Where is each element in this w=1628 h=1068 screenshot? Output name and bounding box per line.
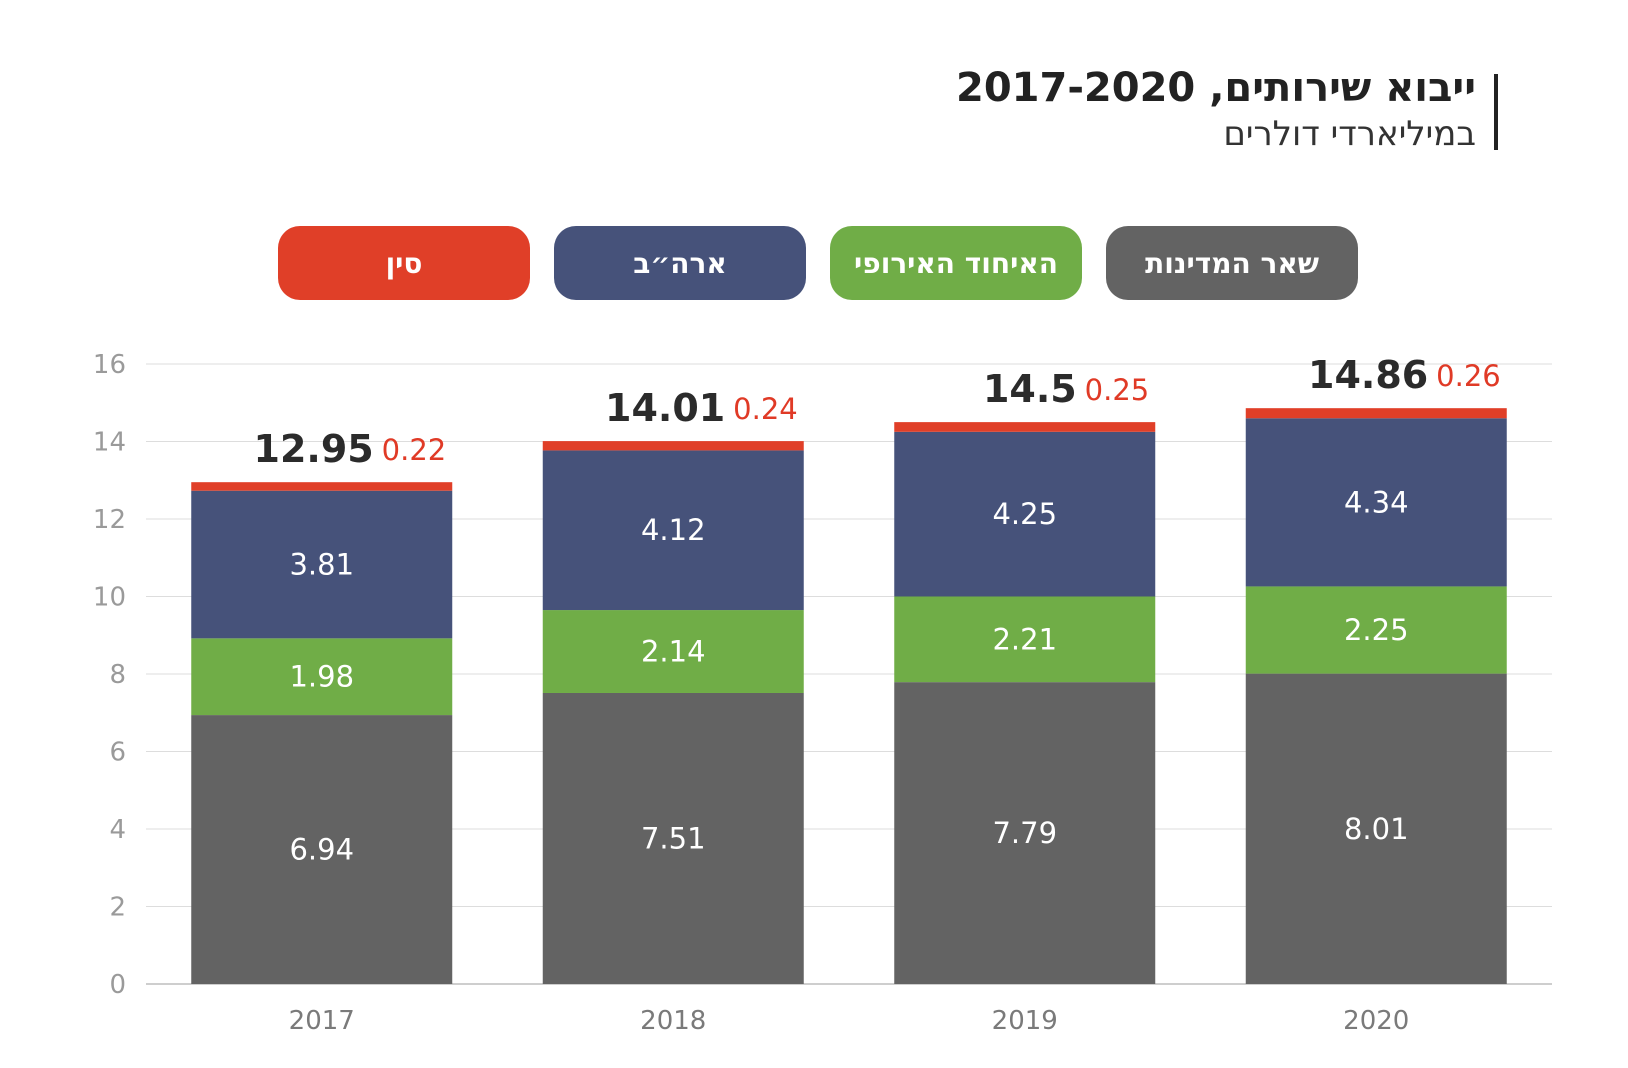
china-value-label-2019: 0.25 <box>1085 373 1150 407</box>
segment-label-2018-1: 2.14 <box>641 635 706 669</box>
segment-label-2019-1: 2.21 <box>992 622 1057 656</box>
title-accent-bar <box>1494 74 1498 150</box>
total-label-2019: 14.5 <box>983 367 1077 411</box>
segment-label-2018-0: 7.51 <box>641 821 706 855</box>
bar-segment-2017-2 <box>191 490 453 639</box>
total-label-2020: 14.86 <box>1308 353 1428 397</box>
bar-segment-2020-3 <box>1245 408 1507 419</box>
segment-label-2020-1: 2.25 <box>1344 613 1409 647</box>
legend: שאר המדינות האיחוד האירופי ארה״ב סין <box>0 226 1628 300</box>
total-label-2018: 14.01 <box>605 386 725 430</box>
x-tick-label-2020: 2020 <box>1343 1006 1409 1036</box>
bar-segment-2017-0 <box>191 715 453 984</box>
bar-segment-2020-2 <box>1245 418 1507 587</box>
y-tick-label-6: 6 <box>109 738 126 768</box>
bar-segment-2019-1 <box>894 596 1156 683</box>
segment-label-2019-0: 7.79 <box>992 816 1057 850</box>
y-tick-label-8: 8 <box>109 660 126 690</box>
y-tick-label-12: 12 <box>93 505 126 535</box>
segment-label-2017-2: 3.81 <box>289 548 354 582</box>
y-tick-label-16: 16 <box>93 350 126 380</box>
x-tick-label-2019: 2019 <box>992 1006 1058 1036</box>
china-value-label-2017: 0.22 <box>382 433 447 467</box>
bar-segment-2018-2 <box>542 450 804 611</box>
bar-segment-2019-3 <box>894 422 1156 432</box>
chart-title: ייבוא שירותים, 2017-2020 <box>956 65 1476 111</box>
china-value-label-2018: 0.24 <box>733 392 798 426</box>
y-tick-label-2: 2 <box>109 893 126 923</box>
segment-label-2020-2: 4.34 <box>1344 485 1409 519</box>
x-tick-label-2017: 2017 <box>289 1006 355 1036</box>
y-tick-label-10: 10 <box>93 583 126 613</box>
bar-segment-2019-0 <box>894 682 1156 984</box>
bar-segment-2018-0 <box>542 692 804 984</box>
legend-item-china: סין <box>278 226 530 300</box>
segment-label-2020-0: 8.01 <box>1344 812 1409 846</box>
segment-label-2018-2: 4.12 <box>641 513 706 547</box>
x-tick-label-2018: 2018 <box>640 1006 706 1036</box>
bar-segment-2018-1 <box>542 610 804 693</box>
bar-segment-2020-1 <box>1245 586 1507 674</box>
y-tick-label-14: 14 <box>93 428 126 458</box>
bar-segment-2019-2 <box>894 431 1156 597</box>
segment-label-2019-2: 4.25 <box>992 497 1057 531</box>
total-label-2017: 12.95 <box>254 427 374 471</box>
segment-label-2017-1: 1.98 <box>289 660 354 694</box>
segment-label-2017-0: 6.94 <box>289 833 354 867</box>
legend-item-usa: ארה״ב <box>554 226 806 300</box>
legend-item-rest-of-world: שאר המדינות <box>1106 226 1358 300</box>
china-value-label-2020: 0.26 <box>1436 359 1501 393</box>
bar-segment-2020-0 <box>1245 673 1507 984</box>
bar-segment-2017-3 <box>191 482 453 491</box>
chart-subtitle: במיליארדי דולרים <box>1223 114 1476 154</box>
bar-segment-2017-1 <box>191 638 453 716</box>
bar-segment-2018-3 <box>542 441 804 451</box>
y-tick-label-4: 4 <box>109 815 126 845</box>
legend-item-european-union: האיחוד האירופי <box>830 226 1082 300</box>
y-tick-label-0: 0 <box>109 970 126 1000</box>
chart-header: ייבוא שירותים, 2017-2020 במיליארדי דולרי… <box>956 64 1476 156</box>
